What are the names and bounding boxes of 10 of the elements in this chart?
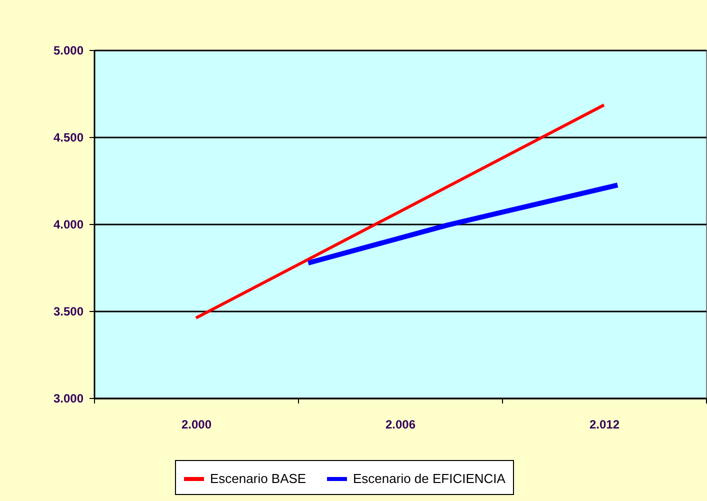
legend-label: Escenario de EFICIENCIA <box>353 471 506 486</box>
x-tick-label: 2.000 <box>181 418 212 432</box>
y-tick-label: 4.500 <box>53 130 84 144</box>
y-tick-label: 3.500 <box>53 304 84 318</box>
legend-label: Escenario BASE <box>210 471 306 486</box>
x-tick-label: 2.006 <box>385 418 416 432</box>
y-tick-label: 5.000 <box>53 44 84 58</box>
y-tick-label: 3.000 <box>53 392 84 406</box>
x-tick-label: 2.012 <box>589 418 620 432</box>
y-tick-label: 4.000 <box>53 218 84 232</box>
